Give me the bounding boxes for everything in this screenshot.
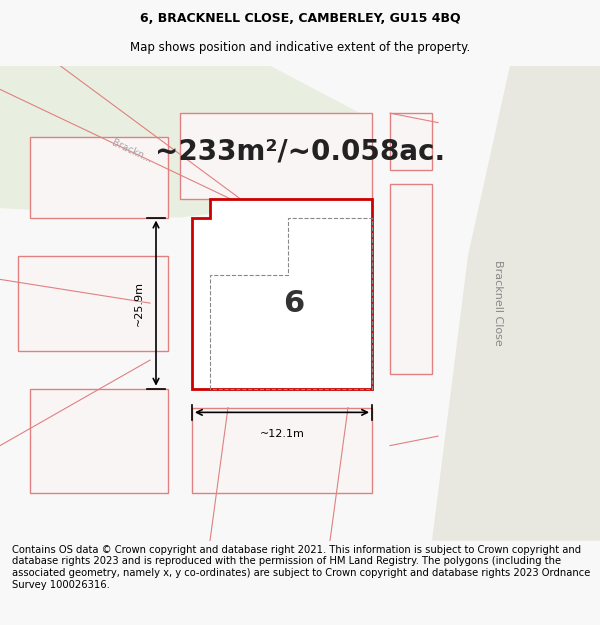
Text: ~25.9m: ~25.9m xyxy=(134,281,144,326)
Polygon shape xyxy=(390,184,432,374)
Polygon shape xyxy=(18,256,168,351)
Text: 6: 6 xyxy=(283,289,305,318)
Text: ~233m²/~0.058ac.: ~233m²/~0.058ac. xyxy=(155,137,445,165)
Text: Brackn...: Brackn... xyxy=(110,138,154,165)
Polygon shape xyxy=(30,137,168,218)
Polygon shape xyxy=(432,66,600,541)
Polygon shape xyxy=(390,113,432,170)
Text: 6, BRACKNELL CLOSE, CAMBERLEY, GU15 4BQ: 6, BRACKNELL CLOSE, CAMBERLEY, GU15 4BQ xyxy=(140,12,460,25)
Text: Bracknell Close: Bracknell Close xyxy=(493,260,503,346)
Text: Contains OS data © Crown copyright and database right 2021. This information is : Contains OS data © Crown copyright and d… xyxy=(12,545,590,589)
Text: ~12.1m: ~12.1m xyxy=(260,429,304,439)
Polygon shape xyxy=(192,408,372,493)
Text: Map shows position and indicative extent of the property.: Map shows position and indicative extent… xyxy=(130,41,470,54)
Polygon shape xyxy=(180,113,372,199)
Polygon shape xyxy=(192,199,372,389)
Polygon shape xyxy=(30,389,168,493)
Polygon shape xyxy=(0,66,360,218)
